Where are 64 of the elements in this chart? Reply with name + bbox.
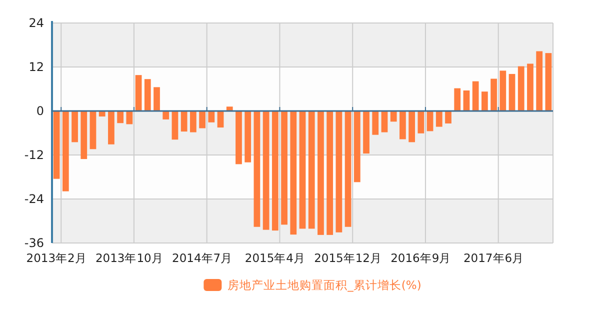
bar <box>545 53 552 111</box>
bar <box>445 111 452 124</box>
bar <box>354 111 360 182</box>
bar <box>344 111 352 227</box>
bar <box>472 81 479 111</box>
bar <box>80 111 88 160</box>
y-tick-label: 12 <box>28 60 44 74</box>
x-tick-label: 2015年12月 <box>314 251 382 265</box>
x-tick-label: 2015年4月 <box>244 251 306 265</box>
bar <box>508 74 516 111</box>
bar <box>518 66 524 111</box>
bar <box>381 111 388 132</box>
bar <box>372 111 379 135</box>
bar <box>336 111 342 232</box>
bar <box>363 111 370 154</box>
bar <box>400 111 406 140</box>
bar <box>126 111 133 124</box>
bar <box>390 111 397 122</box>
bar <box>244 111 252 162</box>
bar <box>536 51 543 111</box>
bar <box>262 111 270 230</box>
bar <box>500 70 506 111</box>
x-tick-label: 2013年2月 <box>26 251 87 265</box>
bar <box>254 111 260 227</box>
bar <box>290 111 297 235</box>
bar <box>135 75 142 111</box>
bar <box>454 88 461 111</box>
bar <box>90 111 96 150</box>
x-tick-label: 2017年6月 <box>463 251 524 265</box>
x-tick-label: 2016年9月 <box>390 251 452 265</box>
bar <box>72 111 78 142</box>
bar <box>172 111 178 140</box>
bar <box>117 111 124 124</box>
y-tick-label: 24 <box>28 16 44 30</box>
bar <box>199 111 206 128</box>
bar <box>236 111 242 164</box>
bar <box>62 111 69 192</box>
bar <box>490 78 497 111</box>
bar <box>180 111 188 132</box>
bar <box>408 111 415 142</box>
bar <box>144 79 151 111</box>
x-tick-label: 2013年10月 <box>95 251 164 265</box>
bar <box>463 90 470 111</box>
bar <box>281 111 288 225</box>
bar <box>318 111 324 235</box>
bar <box>308 111 315 229</box>
y-tick-label: -24 <box>24 192 44 206</box>
x-tick-label: 2014年7月 <box>172 251 233 265</box>
bar <box>53 111 60 179</box>
bar <box>436 111 442 127</box>
bar <box>481 92 488 111</box>
bar <box>418 111 424 134</box>
y-tick-label: -12 <box>24 148 44 162</box>
legend: 房地产业土地购置面积_累计增长(%) <box>204 278 422 292</box>
y-tick-label: -36 <box>24 236 44 250</box>
bar <box>108 111 114 144</box>
bar <box>326 111 334 235</box>
y-tick-label: 0 <box>36 104 44 118</box>
bar <box>190 111 196 132</box>
bar <box>299 111 306 229</box>
bar <box>208 111 215 122</box>
bar <box>154 87 160 111</box>
bar <box>272 111 278 231</box>
bar <box>527 64 534 111</box>
